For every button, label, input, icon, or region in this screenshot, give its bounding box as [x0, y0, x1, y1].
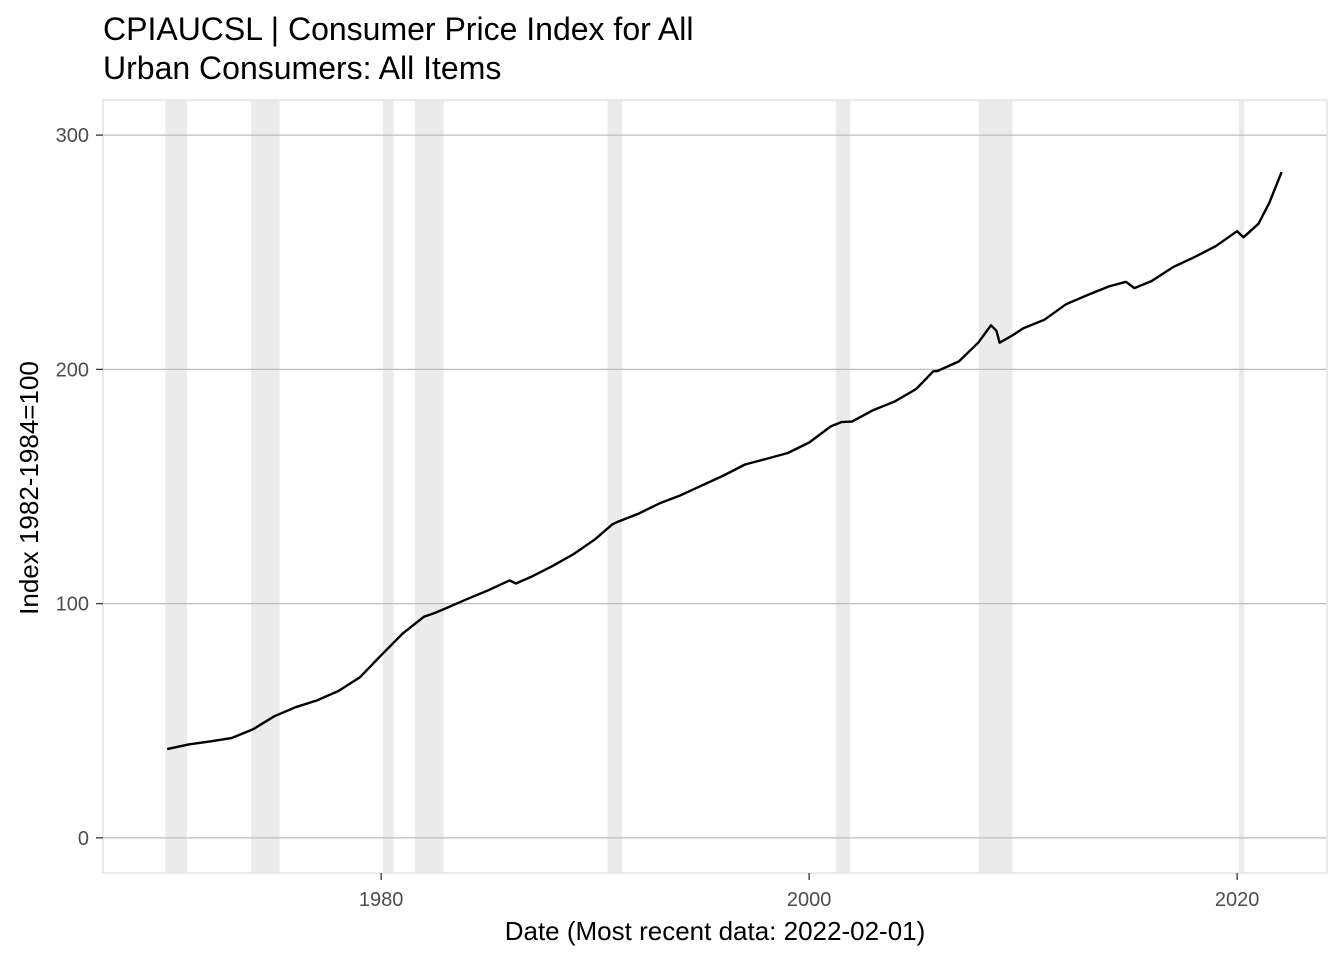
- x-axis-ticks: 1980 2000 2020: [359, 873, 1259, 911]
- grid-lines: [103, 134, 1327, 839]
- recession-band-4: [414, 100, 444, 873]
- recession-band-1: [165, 100, 187, 873]
- x-axis-label: Date (Most recent data: 2022-02-01): [505, 916, 926, 946]
- panel-border: [102, 99, 1328, 874]
- y-tick-label-0: 0: [78, 828, 89, 850]
- recession-band-3: [382, 100, 394, 873]
- x-tick-label-1980: 1980: [359, 889, 404, 911]
- recession-band-7: [978, 100, 1013, 873]
- y-axis-label: Index 1982-1984=100: [14, 361, 44, 615]
- recession-band-8: [1238, 100, 1245, 873]
- y-tick-label-300: 300: [56, 125, 89, 147]
- recession-band-6: [835, 100, 851, 873]
- y-tick-label-200: 200: [56, 359, 89, 381]
- x-tick-label-2000: 2000: [787, 889, 832, 911]
- recession-bands: [165, 100, 1245, 873]
- x-tick-label-2020: 2020: [1215, 889, 1260, 911]
- recession-band-5: [607, 100, 622, 873]
- chart-title-line2: Urban Consumers: All Items: [103, 50, 501, 86]
- y-tick-label-100: 100: [56, 594, 89, 616]
- y-axis-ticks: 0 100 200 300: [56, 125, 103, 850]
- recession-band-2: [251, 100, 280, 873]
- series-line-cpi: [166, 171, 1283, 751]
- chart-title-line1: CPIAUCSL | Consumer Price Index for All: [103, 11, 693, 47]
